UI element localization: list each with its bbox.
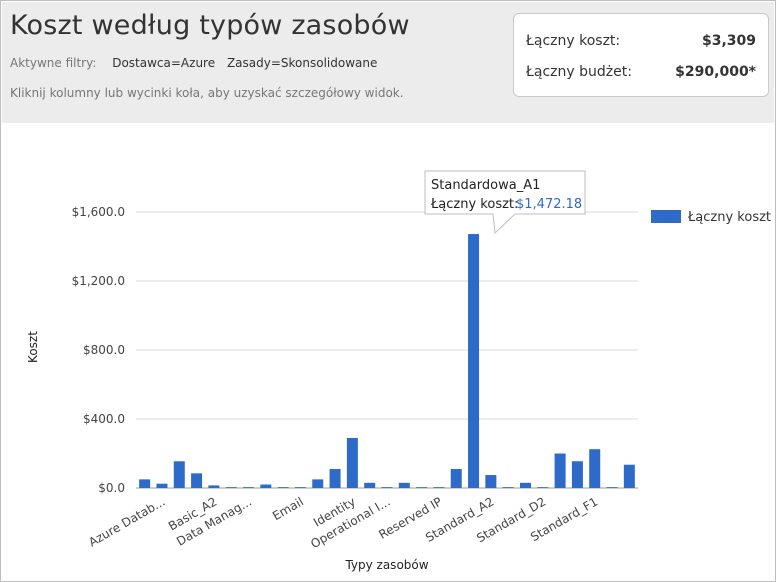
y-tick-label: $1,200.0 (72, 274, 125, 288)
x-tick-label: Azure Datab... (86, 494, 167, 549)
filters-label: Aktywne filtry: (10, 56, 97, 70)
bar[interactable] (519, 482, 531, 488)
legend: Łączny koszt (651, 210, 771, 225)
bar[interactable] (191, 473, 203, 488)
filter-provider[interactable]: Dostawca=Azure (112, 56, 216, 70)
bar[interactable] (277, 487, 289, 488)
bar[interactable] (346, 437, 358, 488)
x-axis-title: Typy zasobów (344, 558, 428, 572)
bar[interactable] (450, 469, 462, 488)
bar[interactable] (416, 487, 428, 488)
bar[interactable] (468, 234, 480, 488)
bar[interactable] (225, 487, 237, 488)
x-tick-label: Email (270, 494, 306, 523)
bars (139, 234, 635, 488)
grid-lines (136, 211, 638, 489)
filter-policy[interactable]: Zasady=Skonsolidowane (226, 56, 378, 70)
bar[interactable] (260, 484, 272, 488)
y-tick-label: $800.0 (83, 343, 125, 357)
total-budget-label: Łączny budżet: (526, 64, 632, 80)
bar[interactable] (571, 461, 583, 488)
bar[interactable] (381, 487, 393, 488)
bar[interactable] (606, 487, 618, 488)
bar[interactable] (433, 487, 445, 488)
bar[interactable] (398, 482, 410, 488)
y-axis-ticks: $0.0 $400.0 $800.0 $1,200.0 $1,600.0 (72, 205, 125, 495)
bar[interactable] (554, 453, 566, 489)
y-tick-label: $0.0 (98, 481, 125, 495)
total-cost-label: Łączny koszt: (526, 33, 621, 49)
y-tick-label: $400.0 (83, 412, 125, 426)
legend-label: Łączny koszt (687, 210, 771, 225)
bar[interactable] (329, 469, 341, 488)
bar[interactable] (173, 461, 185, 488)
tooltip-value: $1,472.18 (516, 197, 582, 212)
total-cost-value: $3,309 (701, 33, 756, 49)
bar[interactable] (502, 487, 514, 488)
legend-swatch[interactable] (651, 210, 681, 223)
total-cost-row: Łączny koszt: $3,309 (526, 33, 756, 49)
bar-tooltip: Standardowa_A1 Łączny koszt: $1,472.18 (424, 170, 586, 235)
tooltip-box (424, 170, 586, 235)
bar[interactable] (156, 483, 168, 488)
bar[interactable] (623, 464, 635, 488)
y-tick-label: $1,600.0 (72, 205, 125, 219)
cost-summary-card: Łączny koszt: $3,309 Łączny budżet: $290… (513, 13, 769, 97)
active-filters: Aktywne filtry: Dostawca=Azure Zasady=Sk… (10, 56, 385, 70)
page-title: Koszt według typów zasobów (10, 10, 410, 41)
bar[interactable] (243, 487, 255, 488)
bar[interactable] (364, 482, 376, 488)
tooltip-label: Łączny koszt: (430, 197, 518, 212)
bar[interactable] (294, 487, 306, 488)
drilldown-hint: Kliknij kolumny lub wycinki koła, aby uz… (10, 86, 404, 100)
bar[interactable] (139, 479, 151, 488)
y-axis-title: Koszt (26, 331, 40, 363)
bar[interactable] (537, 487, 549, 488)
bar[interactable] (208, 485, 220, 488)
total-budget-row: Łączny budżet: $290,000* (526, 64, 756, 80)
bar[interactable] (589, 449, 601, 488)
bar[interactable] (485, 475, 497, 488)
bar[interactable] (312, 479, 324, 488)
tooltip-title: Standardowa_A1 (431, 178, 540, 193)
total-budget-value: $290,000* (675, 64, 756, 80)
